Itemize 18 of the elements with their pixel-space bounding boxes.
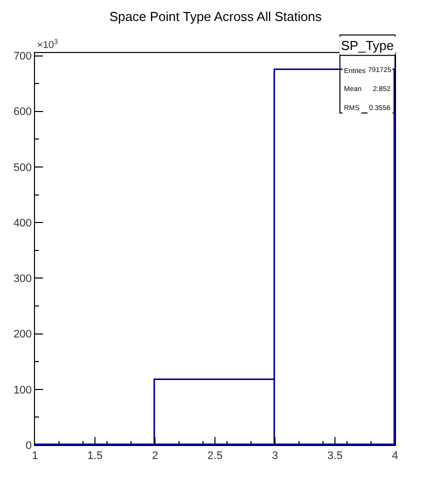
chart-title: Space Point Type Across All Stations [109,9,322,24]
annotation: SP_Type [341,38,394,53]
x-tick-label: 1 [32,450,38,462]
y-tick-label: 500 [13,162,32,174]
y-tick-label: 600 [13,106,32,118]
y-tick-label: 300 [13,273,32,286]
x-tick-label: 1.5 [87,450,103,462]
y-tick-label: 700 [13,50,32,63]
x-tick-label: 3 [272,450,278,462]
x-tick-label: 3.5 [327,450,343,462]
y-tick-label: 400 [13,217,32,230]
y-tick-label: 200 [13,328,32,341]
x-tick-label: 2 [152,450,158,462]
y-tick-label: 0 [26,440,32,452]
x-tick-label: 2.5 [207,450,223,462]
y-tick-label: 100 [13,384,32,396]
text: ×10$^{3}$ [37,39,58,52]
x-tick-label: 4 [392,450,398,462]
